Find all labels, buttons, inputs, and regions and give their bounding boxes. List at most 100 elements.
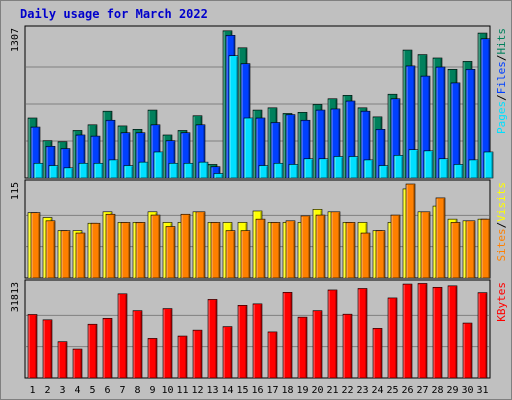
bar-kbytes-day-10	[162, 308, 173, 379]
bar-sites-day-22	[345, 222, 356, 279]
bar-pages-day-19	[303, 158, 314, 179]
bar-pages-day-5	[93, 162, 104, 179]
bar-pages-day-29	[453, 164, 464, 179]
bar-sites-day-29	[450, 222, 461, 279]
bar-sites-day-18	[285, 220, 296, 279]
x-tick-label-day-19: 19	[296, 385, 308, 396]
bar-kbytes-day-19	[297, 316, 308, 379]
x-tick-label-day-1: 1	[29, 385, 35, 396]
y-max-label: 1307	[10, 28, 21, 52]
y-max-label: 115	[10, 182, 21, 200]
x-tick-label-day-20: 20	[311, 385, 323, 396]
bar-pages-day-7	[123, 165, 134, 179]
bar-sites-day-11	[180, 213, 191, 279]
x-tick-label-day-17: 17	[266, 385, 278, 396]
bar-sites-day-2	[45, 220, 56, 279]
x-tick-label-day-9: 9	[149, 385, 155, 396]
chart-title: Daily usage for March 2022	[20, 7, 208, 21]
bar-pages-day-11	[183, 162, 194, 179]
bar-pages-day-15	[243, 117, 254, 179]
bar-pages-day-28	[438, 158, 449, 179]
x-tick-label-day-28: 28	[431, 385, 443, 396]
bar-pages-day-31	[483, 151, 494, 179]
bar-kbytes-day-18	[282, 292, 293, 379]
bar-kbytes-day-3	[57, 341, 68, 379]
legend-entry-visits: Visits	[495, 182, 508, 222]
bar-kbytes-day-30	[462, 322, 473, 379]
bar-kbytes-day-6	[102, 318, 113, 379]
bar-kbytes-day-1	[27, 314, 38, 379]
bar-kbytes-day-24	[372, 328, 383, 379]
bar-sites-day-24	[375, 230, 386, 279]
bar-kbytes-day-31	[477, 292, 488, 379]
x-tick-label-day-30: 30	[461, 385, 473, 396]
x-tick-label-day-10: 10	[161, 385, 173, 396]
bar-sites-day-16	[255, 218, 266, 279]
bar-sites-day-5	[90, 222, 101, 279]
bar-kbytes-day-8	[132, 310, 143, 379]
x-tick-label-day-15: 15	[236, 385, 248, 396]
x-tick-label-day-31: 31	[476, 385, 488, 396]
bar-kbytes-day-17	[267, 331, 278, 379]
bar-sites-day-1	[30, 212, 41, 279]
bar-kbytes-day-29	[447, 285, 458, 379]
bar-sites-day-8	[135, 222, 146, 279]
bar-sites-day-10	[165, 226, 176, 279]
legend-entry-kbytes: KBytes	[495, 282, 508, 322]
bar-sites-day-20	[315, 214, 326, 279]
bar-pages-day-12	[198, 161, 209, 179]
x-tick-label-day-21: 21	[326, 385, 338, 396]
bar-kbytes-day-2	[42, 319, 53, 379]
x-tick-label-day-27: 27	[416, 385, 428, 396]
bar-sites-day-9	[150, 214, 161, 279]
bar-kbytes-day-27	[417, 283, 428, 379]
x-tick-label-day-24: 24	[371, 385, 383, 396]
bar-kbytes-day-12	[192, 329, 203, 379]
bar-kbytes-day-20	[312, 310, 323, 379]
x-tick-label-day-11: 11	[176, 385, 188, 396]
x-tick-label-day-5: 5	[89, 385, 95, 396]
bar-kbytes-day-4	[72, 348, 83, 379]
bar-pages-day-22	[348, 156, 359, 179]
legend-separator: /	[495, 94, 508, 101]
x-axis-labels: 1 2 3 4 5 6 7 8 9 10 11 12 13 14 15 16 17 18 19 20 21 22 23 24 2…	[29, 385, 488, 396]
x-tick-label-day-12: 12	[191, 385, 203, 396]
bar-kbytes-day-11	[177, 335, 188, 379]
bar-sites-day-19	[300, 215, 311, 279]
bar-kbytes-day-9	[147, 338, 158, 379]
bar-kbytes-day-13	[207, 299, 218, 379]
bar-sites-day-4	[75, 232, 86, 279]
x-tick-label-day-14: 14	[221, 385, 233, 396]
bar-kbytes-day-7	[117, 293, 128, 379]
bar-sites-day-6	[105, 213, 116, 279]
x-tick-label-day-22: 22	[341, 385, 353, 396]
legend-hits-files-pages: Pages/Files/Hits	[495, 28, 508, 134]
x-tick-label-day-7: 7	[119, 385, 125, 396]
bar-sites-day-12	[195, 211, 206, 279]
bar-pages-day-8	[138, 161, 149, 179]
bar-sites-day-27	[420, 211, 431, 279]
bar-sites-day-30	[465, 220, 476, 279]
bar-sites-day-25	[390, 214, 401, 279]
bar-sites-day-23	[360, 232, 371, 279]
bar-sites-day-17	[270, 222, 281, 279]
bar-pages-day-4	[78, 162, 89, 179]
x-tick-label-day-16: 16	[251, 385, 263, 396]
bar-pages-day-25	[393, 155, 404, 179]
bar-sites-day-3	[60, 230, 71, 279]
x-tick-label-day-13: 13	[206, 385, 218, 396]
bar-pages-day-18	[288, 164, 299, 179]
legend-separator: /	[495, 55, 508, 62]
bar-sites-day-7	[120, 222, 131, 279]
bar-pages-day-6	[108, 159, 119, 179]
legend-separator: /	[495, 222, 508, 229]
bar-sites-day-14	[225, 230, 236, 279]
chart-panels: 1307Pages/Files/Hits115Sites/Visits31813…	[10, 25, 508, 379]
x-tick-label-day-29: 29	[446, 385, 458, 396]
bar-kbytes-day-23	[357, 288, 368, 379]
x-tick-label-day-23: 23	[356, 385, 368, 396]
bar-pages-day-24	[378, 165, 389, 179]
x-tick-label-day-6: 6	[104, 385, 110, 396]
bar-kbytes-day-5	[87, 323, 98, 379]
